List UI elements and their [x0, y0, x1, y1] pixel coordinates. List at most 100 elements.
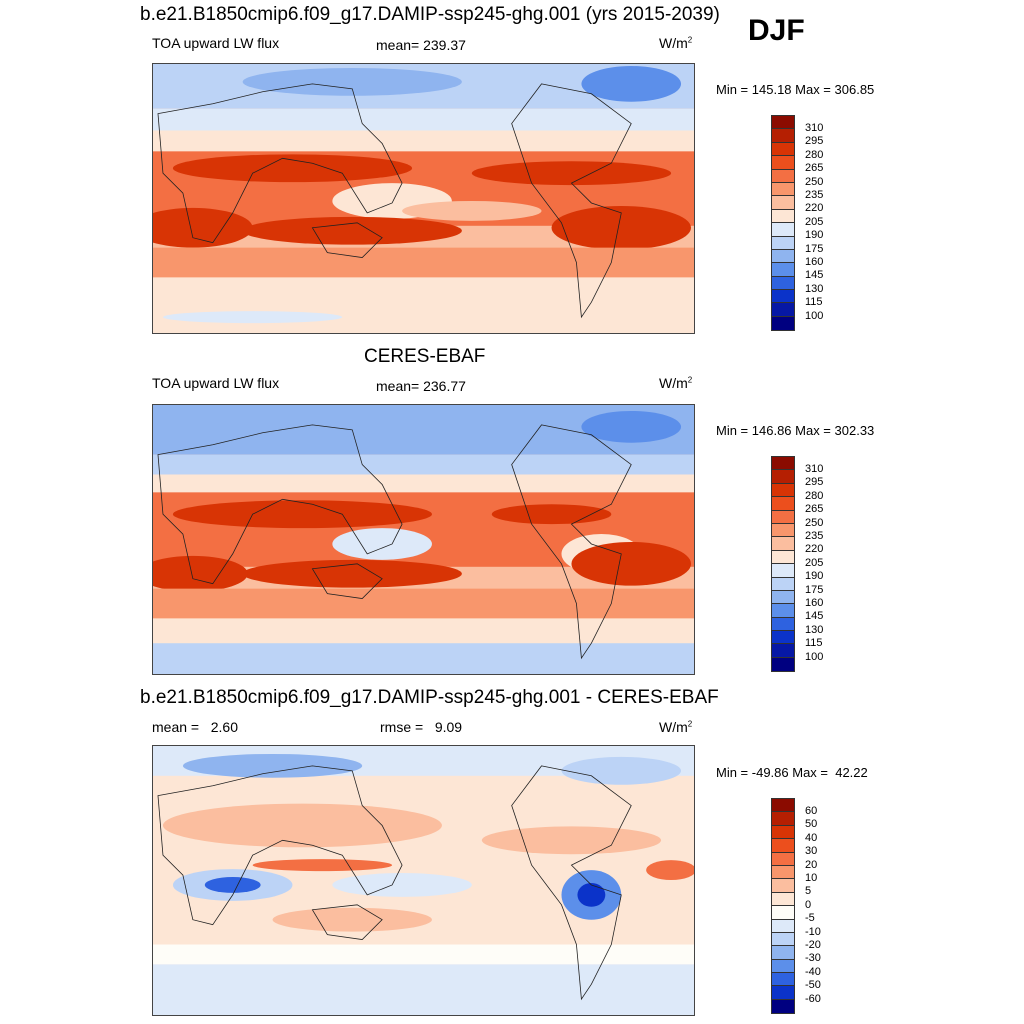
panel1-title: b.e21.B1850cmip6.f09_g17.DAMIP-ssp245-gh…: [140, 4, 720, 25]
panel2-colorbar-swatch: [772, 457, 794, 471]
panel2-colorbar-labels: 310 295 280 265 250 235 220 205 190 175 …: [805, 463, 823, 664]
panel3-colorbar-swatch: [772, 865, 794, 880]
panel1-colorbar-swatch: [772, 196, 794, 210]
panel2-mean-label: mean= 236.77: [376, 378, 466, 394]
colorbar-tick-label: -10: [805, 925, 821, 938]
panel2-colorbar-swatch: [772, 631, 794, 645]
panel1-colorbar-swatch: [772, 129, 794, 143]
panel3-units: W/m2: [659, 719, 693, 735]
colorbar-tick-label: 310: [805, 463, 824, 475]
panel3-colorbar-swatch: [772, 812, 794, 826]
panel2-map: [152, 404, 695, 675]
colorbar-tick-label: 145: [805, 610, 824, 623]
panel1-mean-label: mean= 239.37: [376, 37, 466, 53]
colorbar-tick-label: 205: [805, 215, 824, 228]
panel3-colorbar-swatch: [772, 946, 794, 960]
panel2-colorbar-swatch: [772, 604, 794, 618]
panel3-rmse-label: rmse = 9.09: [380, 719, 463, 735]
panel3-minmax: Min = -49.86 Max = 42.22: [716, 765, 868, 780]
panel1-variable-label: TOA upward LW flux: [152, 35, 280, 51]
colorbar-tick-label: 265: [805, 503, 824, 516]
panel3-colorbar-swatch: [772, 799, 794, 813]
panel3-colorbar-swatch: [772, 973, 794, 987]
colorbar-tick-label: -60: [805, 992, 821, 1005]
colorbar-tick-label: 50: [805, 818, 818, 831]
panel3-colorbar-swatch: [772, 825, 794, 840]
panel3-colorbar-swatch: [772, 879, 794, 893]
panel1-minmax: Min = 145.18 Max = 306.85: [716, 82, 875, 97]
colorbar-tick-label: 205: [805, 556, 824, 569]
colorbar-tick-label: 175: [805, 242, 824, 255]
panel1-colorbar: [771, 115, 795, 332]
panel3-colorbar-swatch: [772, 959, 794, 974]
colorbar-tick-label: 115: [805, 296, 823, 309]
panel3-colorbar-labels: 60 50 40 30 20 10 5 0 -5 -10 -20 -30 -40…: [805, 805, 821, 1006]
colorbar-tick-label: 220: [805, 543, 824, 556]
panel1-colorbar-swatch: [772, 156, 794, 170]
panel3-colorbar-swatch: [772, 906, 794, 920]
panel1-colorbar-swatch: [772, 116, 794, 130]
panel2-colorbar-swatch: [772, 483, 794, 498]
colorbar-tick-label: 220: [805, 202, 824, 215]
panel2-colorbar-swatch: [772, 523, 794, 538]
colorbar-tick-label: 100: [805, 650, 824, 663]
colorbar-tick-label: 30: [805, 845, 818, 858]
panel2-units: W/m2: [659, 375, 693, 391]
colorbar-tick-label: 40: [805, 831, 818, 844]
panel1-colorbar-swatch: [772, 290, 794, 304]
panel3-map-field: [153, 746, 694, 1015]
colorbar-tick-label: 310: [805, 122, 824, 134]
panel2-colorbar-swatch: [772, 470, 794, 484]
colorbar-tick-label: 250: [805, 516, 824, 529]
colorbar-tick-label: 160: [805, 256, 824, 269]
panel1-map-field: [153, 64, 694, 333]
colorbar-tick-label: 100: [805, 309, 824, 322]
colorbar-tick-label: -50: [805, 979, 821, 992]
panel3-colorbar-swatch: [772, 919, 794, 933]
colorbar-tick-label: -20: [805, 939, 821, 952]
panel1-colorbar-swatch: [772, 303, 794, 317]
panel1-units: W/m2: [659, 35, 693, 51]
panel1-colorbar-swatch: [772, 276, 794, 291]
colorbar-tick-label: 280: [805, 148, 824, 161]
colorbar-tick-label: 265: [805, 162, 824, 175]
panel3-title: b.e21.B1850cmip6.f09_g17.DAMIP-ssp245-gh…: [140, 687, 719, 708]
colorbar-tick-label: 60: [805, 805, 818, 817]
panel2-colorbar-swatch: [772, 537, 794, 551]
panel2-map-field: [153, 405, 694, 674]
panel1-colorbar-swatch: [772, 263, 794, 277]
panel1-colorbar-swatch: [772, 182, 794, 197]
colorbar-tick-label: -5: [805, 912, 815, 925]
panel2-colorbar-swatch: [772, 657, 794, 672]
colorbar-tick-label: 280: [805, 489, 824, 502]
panel2-colorbar-swatch: [772, 497, 794, 511]
colorbar-tick-label: 145: [805, 269, 824, 282]
colorbar-tick-label: -30: [805, 952, 821, 965]
colorbar-tick-label: 130: [805, 623, 824, 636]
panel1-colorbar-swatch: [772, 249, 794, 264]
colorbar-tick-label: 235: [805, 189, 824, 202]
panel2-colorbar-swatch: [772, 590, 794, 605]
colorbar-tick-label: 130: [805, 282, 824, 295]
panel1-colorbar-swatch: [772, 316, 794, 331]
panel2-colorbar: [771, 456, 795, 673]
panel3-mean-label: mean = 2.60: [152, 719, 239, 735]
panel2-colorbar-swatch: [772, 577, 794, 591]
colorbar-tick-label: 235: [805, 530, 824, 543]
panel3-colorbar-swatch: [772, 852, 794, 866]
panel2-colorbar-swatch: [772, 617, 794, 632]
colorbar-tick-label: 190: [805, 229, 824, 242]
colorbar-tick-label: 160: [805, 597, 824, 610]
colorbar-tick-label: 190: [805, 570, 824, 583]
panel3-map: [152, 745, 695, 1016]
panel3-colorbar: [771, 798, 795, 1015]
panel2-colorbar-swatch: [772, 644, 794, 658]
colorbar-tick-label: 20: [805, 858, 818, 871]
panel3-colorbar-swatch: [772, 839, 794, 853]
panel2-title: CERES-EBAF: [364, 346, 486, 367]
colorbar-tick-label: 175: [805, 583, 824, 596]
colorbar-tick-label: 295: [805, 135, 824, 148]
panel2-minmax: Min = 146.86 Max = 302.33: [716, 423, 875, 438]
panel2-colorbar-swatch: [772, 550, 794, 565]
colorbar-tick-label: 295: [805, 476, 824, 489]
